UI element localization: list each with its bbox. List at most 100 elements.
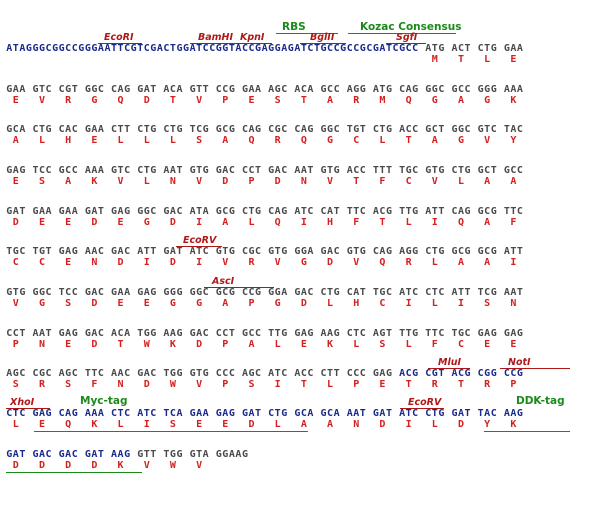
base: T — [438, 368, 445, 379]
dna-row-2: GAA GTC CGT GGC CAG GAT ACA GTT CCG GAA … — [6, 84, 523, 96]
base: A — [300, 124, 307, 135]
base: A — [399, 287, 406, 298]
amino-acid: L — [431, 257, 438, 268]
amino-acid: V — [12, 298, 19, 309]
base: T — [353, 206, 360, 217]
base: T — [58, 287, 65, 298]
amino-acid: C — [405, 176, 412, 187]
sgfi-label: SgfI — [396, 32, 418, 43]
noti-label: NotI — [508, 357, 531, 368]
base: C — [327, 408, 334, 419]
base: G — [84, 328, 91, 339]
base: T — [248, 206, 255, 217]
amino-acid: V — [196, 379, 203, 390]
base: A — [294, 368, 301, 379]
amino-acid: A — [327, 419, 334, 430]
amino-acid: D — [65, 460, 72, 471]
base: G — [143, 328, 150, 339]
base: G — [412, 206, 419, 217]
base: G — [490, 287, 497, 298]
base: G — [84, 287, 91, 298]
base: T — [510, 246, 517, 257]
base: C — [255, 246, 262, 257]
base: T — [97, 449, 104, 460]
base: T — [71, 84, 78, 95]
base: G — [503, 165, 510, 176]
base: T — [516, 287, 523, 298]
base: G — [176, 328, 183, 339]
amino-acid: D — [196, 339, 203, 350]
base: A — [248, 84, 255, 95]
base: T — [274, 328, 281, 339]
aa-row-11: D D D D K V W V — [6, 460, 242, 472]
base: C — [464, 328, 471, 339]
base: A — [91, 206, 98, 217]
base: G — [176, 368, 183, 379]
base: T — [143, 408, 150, 419]
base: T — [431, 408, 438, 419]
base: G — [84, 43, 91, 54]
base: C — [366, 43, 373, 54]
base: C — [45, 368, 52, 379]
base: T — [196, 206, 203, 217]
amino-acid: P — [248, 298, 255, 309]
base: T — [425, 328, 432, 339]
base: C — [150, 408, 157, 419]
amino-acid: G — [169, 298, 176, 309]
aa-row-5: D E E D E G D I A L Q I H F T L I Q A F — [6, 217, 523, 229]
base: G — [130, 43, 137, 54]
base: C — [222, 287, 229, 298]
base: G — [84, 449, 91, 460]
amino-acid: S — [274, 95, 281, 106]
mlui-label: MluI — [438, 357, 462, 368]
base: T — [353, 328, 360, 339]
base: G — [438, 246, 445, 257]
amino-acid: D — [143, 95, 150, 106]
base: G — [255, 43, 262, 54]
aa-row-4: E S A K V L N V D P D N V T F C V L A A — [6, 176, 523, 188]
base: C — [359, 368, 366, 379]
base: A — [353, 287, 360, 298]
base: G — [399, 43, 406, 54]
base: T — [457, 287, 465, 298]
base: A — [111, 328, 118, 339]
base: A — [346, 84, 353, 95]
amino-acid: E — [117, 298, 124, 309]
base: G — [274, 84, 281, 95]
base: G — [6, 287, 13, 298]
kpni-underline — [236, 43, 272, 44]
base: T — [12, 287, 19, 298]
base: G — [300, 246, 307, 257]
base: A — [281, 43, 288, 54]
amino-acid: V — [196, 176, 203, 187]
base: T — [196, 43, 203, 54]
amino-acid: E — [510, 339, 517, 350]
dna-row-4: GAG TCC GCC AAA GTC CTG AAT GTG GAC CCT … — [6, 165, 523, 177]
base: T — [255, 408, 262, 419]
base: C — [150, 206, 157, 217]
base: G — [215, 449, 222, 460]
base: T — [19, 206, 26, 217]
base: C — [516, 165, 523, 176]
base: A — [222, 165, 229, 176]
base: A — [399, 124, 406, 135]
amino-acid: V — [431, 176, 438, 187]
base: C — [300, 408, 307, 419]
base: C — [97, 328, 104, 339]
base: A — [399, 246, 406, 257]
base: G — [215, 246, 222, 257]
amino-acid: S — [65, 379, 72, 390]
base: T — [405, 206, 412, 217]
base: T — [137, 43, 144, 54]
amino-acid: K — [510, 95, 517, 106]
base: G — [150, 124, 157, 135]
amino-acid: L — [457, 176, 465, 187]
base: T — [431, 287, 438, 298]
base: G — [215, 287, 222, 298]
base: T — [169, 124, 176, 135]
base: G — [333, 165, 340, 176]
base: A — [281, 287, 288, 298]
base: G — [320, 246, 327, 257]
amino-acid: E — [300, 339, 307, 350]
base: A — [484, 408, 491, 419]
